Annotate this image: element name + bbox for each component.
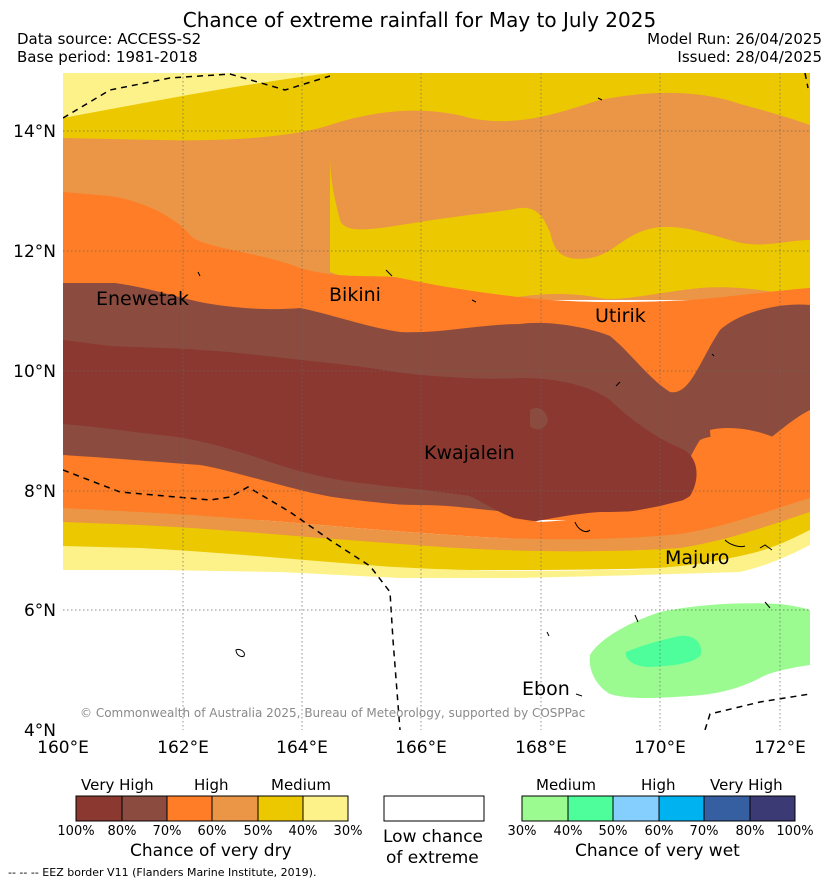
wet-tick: 80% [735,824,765,839]
lon-label: 172°E [754,738,806,758]
low-chance-line2: of extreme [386,848,479,868]
gridlines [63,73,810,730]
wet-swatch-30-40 [521,795,569,822]
dry-header-high: High [194,776,229,794]
atolls [197,97,773,697]
map-plot-area [63,73,810,730]
wet-swatch-70-80 [703,795,751,822]
issued-label: Issued: 28/04/2025 [677,48,822,66]
lon-label: 166°E [395,738,447,758]
lon-label: 164°E [276,738,328,758]
wet-tick: 30% [507,824,537,839]
dry-swatch-40-30 [302,795,349,822]
wet-swatch-80-100 [749,795,796,822]
wet-tick: 50% [598,824,628,839]
dry-30-band-south [63,530,810,578]
place-label-enewetak: Enewetak [96,288,189,310]
wet-legend-title: Chance of very wet [575,841,740,861]
dry-swatch-60-50 [211,795,259,822]
wet-tick: 40% [553,824,583,839]
wet-colorbar [521,795,796,822]
dry-60-band-south [63,455,810,540]
dry-tick: 50% [243,824,273,839]
dry-header-medium: Medium [271,776,331,794]
eez-border-note: -- -- -- EEZ border V11 (Flanders Marine… [8,866,317,879]
low-chance-line1: Low chance [383,827,483,847]
model-run-label: Model Run: 26/04/2025 [647,30,822,48]
place-label-utirik: Utirik [595,305,646,327]
lat-label: 12°N [13,242,56,262]
dry-60-strip-east [710,428,810,490]
dry-swatch-80-70 [121,795,168,822]
eez-borders [63,73,810,730]
wet-swatch-60-70 [658,795,705,822]
lat-label: 4°N [24,721,56,741]
dry-tick: 100% [57,824,95,839]
dry-colorbar [75,795,349,822]
lon-label: 162°E [157,738,209,758]
copyright-note: © Commonwealth of Australia 2025, Bureau… [80,706,585,720]
wet-swatch-50-60 [612,795,660,822]
dry-70-patch-kwajalein [530,408,548,430]
wet-tick: 60% [644,824,674,839]
dry-legend-title: Chance of very dry [130,841,292,861]
wet-tick: 70% [689,824,719,839]
wet-header-medium: Medium [536,776,596,794]
dry-80-band [63,340,697,522]
dry-swatch-70-60 [166,795,213,822]
dry-swatch-50-40 [257,795,304,822]
lon-label: 170°E [634,738,686,758]
lat-label: 14°N [13,122,56,142]
wet-40-area [625,635,702,667]
low-chance-swatch [383,795,485,822]
lat-label: 8°N [24,482,56,502]
place-label-bikini: Bikini [329,284,381,306]
lat-label: 6°N [24,601,56,621]
dry-tick: 80% [107,824,137,839]
lon-label: 168°E [515,738,567,758]
dry-40-pocket-center [330,155,810,303]
place-label-ebon: Ebon [522,678,570,700]
dry-header-very-high: Very High [81,776,154,794]
dry-swatch-100-80 [75,795,123,822]
place-label-majuro: Majuro [665,547,729,569]
lon-label: 160°E [37,738,89,758]
base-period-label: Base period: 1981-2018 [17,48,198,66]
data-source-label: Data source: ACCESS-S2 [17,30,202,48]
lat-label: 10°N [13,362,56,382]
wet-swatch-40-50 [567,795,614,822]
place-label-kwajalein: Kwajalein [424,442,515,464]
wet-header-very-high: Very High [710,776,783,794]
dry-tick: 70% [152,824,182,839]
dry-tick: 60% [197,824,227,839]
wet-tick: 100% [776,824,814,839]
dry-tick: 30% [333,824,363,839]
chart-title: Chance of extreme rainfall for May to Ju… [182,8,657,32]
dry-tick: 40% [288,824,318,839]
wet-header-high: High [641,776,676,794]
